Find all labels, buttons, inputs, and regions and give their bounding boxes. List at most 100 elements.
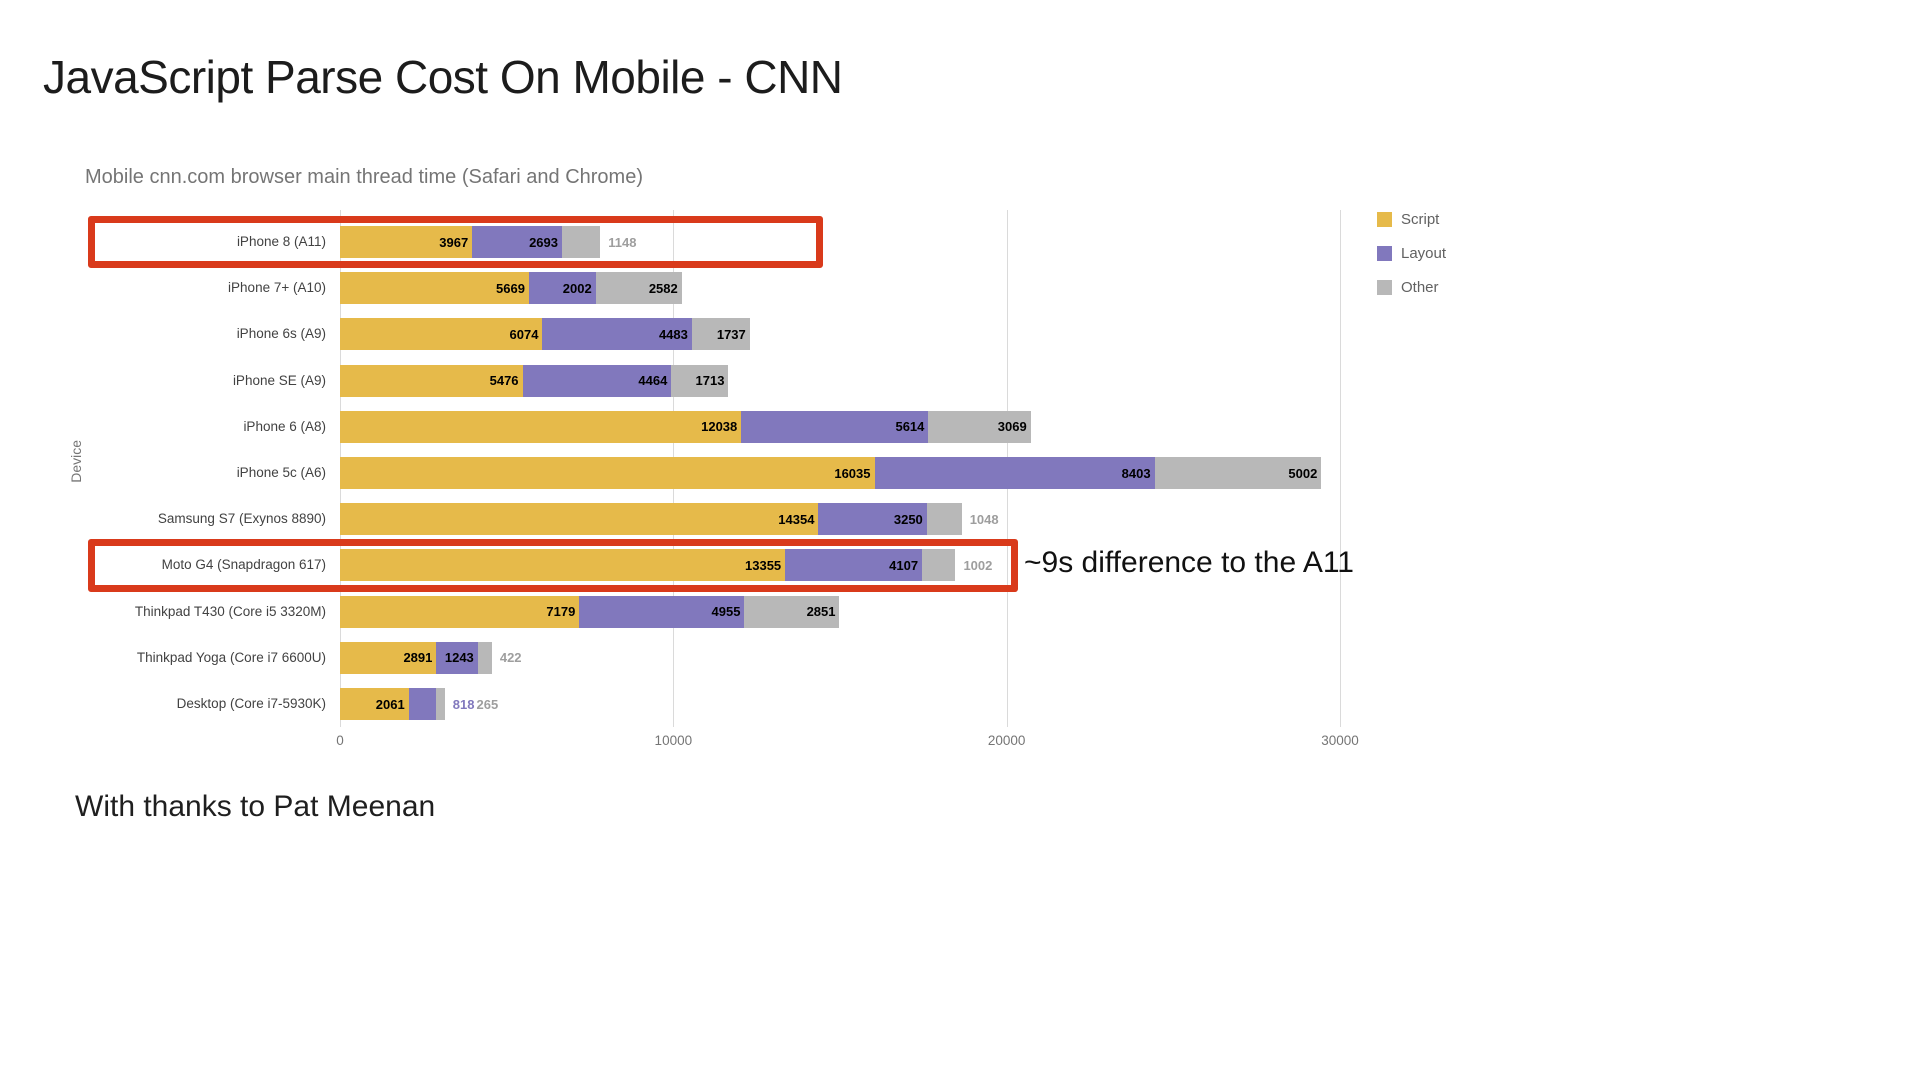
value-label: 3967 bbox=[439, 234, 469, 250]
bar-segment-script: 2061 bbox=[340, 688, 409, 721]
bar-segment-other bbox=[477, 641, 492, 674]
bar-segment-layout: 3250 bbox=[818, 503, 927, 536]
outside-value-labels: 818 265 bbox=[453, 697, 498, 712]
bar-row: 6074 4483 1737 bbox=[340, 311, 750, 357]
bar-segment-script: 6074 bbox=[340, 318, 543, 351]
bar-segment-script: 13355 bbox=[340, 549, 786, 582]
bar-segment-script: 5669 bbox=[340, 272, 529, 305]
value-label: 2002 bbox=[562, 280, 592, 296]
value-label: 3250 bbox=[893, 511, 923, 527]
value-label: 12038 bbox=[701, 419, 738, 435]
plot-area: 3967 2693 1148 5669 2002 2582 6074 4483 1737 5476… bbox=[340, 210, 1460, 727]
x-axis-ticks: 0 10000 20000 30000 bbox=[336, 733, 1460, 753]
bar-segment-other: 1737 bbox=[691, 318, 750, 351]
value-label-outside: 1002 bbox=[963, 557, 993, 573]
bar-segment-layout bbox=[408, 688, 436, 721]
gridline bbox=[1340, 210, 1341, 727]
bar-row: 5669 2002 2582 bbox=[340, 265, 682, 311]
value-label: 1737 bbox=[716, 326, 746, 342]
value-label: 8403 bbox=[1121, 465, 1151, 481]
bar-segment-layout: 4107 bbox=[785, 549, 923, 582]
bar-row: 14354 3250 1048 bbox=[340, 496, 999, 542]
value-label: 13355 bbox=[745, 557, 782, 573]
category-label: Moto G4 (Snapdragon 617) bbox=[161, 557, 326, 573]
category-label: iPhone 6 (A8) bbox=[243, 418, 326, 434]
bar-segment-layout: 1243 bbox=[436, 641, 478, 674]
value-label: 5002 bbox=[1288, 465, 1318, 481]
bar-segment-script: 14354 bbox=[340, 503, 819, 536]
legend-item-layout: Layout bbox=[1377, 245, 1446, 262]
legend: Script Layout Other bbox=[1377, 211, 1446, 313]
bar-segment-script: 12038 bbox=[340, 410, 742, 443]
value-label: 4483 bbox=[658, 326, 688, 342]
category-label: iPhone 5c (A6) bbox=[236, 465, 326, 480]
bar-row: 2061 818 265 bbox=[340, 681, 498, 727]
value-label: 4955 bbox=[711, 604, 741, 620]
bar-row: 7179 4955 2851 bbox=[340, 589, 840, 635]
category-label: iPhone 6s (A9) bbox=[236, 326, 326, 342]
legend-swatch-icon bbox=[1377, 212, 1392, 227]
value-label-outside: 1048 bbox=[969, 511, 999, 527]
category-label: iPhone 8 (A11) bbox=[236, 234, 326, 249]
value-label-outside: 265 bbox=[476, 696, 499, 712]
bar-row: 3967 2693 1148 bbox=[340, 219, 636, 265]
bar-segment-layout: 2002 bbox=[528, 272, 596, 305]
legend-label: Layout bbox=[1401, 245, 1447, 262]
value-label: 5669 bbox=[496, 280, 525, 296]
bar-segment-layout: 2693 bbox=[472, 226, 562, 259]
bar-segment-layout: 5614 bbox=[741, 410, 929, 443]
bar-segment-other: 1713 bbox=[671, 364, 729, 397]
bar-segment-other: 2582 bbox=[595, 272, 682, 305]
x-tick-label: 30000 bbox=[1321, 733, 1359, 748]
page-title: JavaScript Parse Cost On Mobile - CNN bbox=[43, 51, 843, 103]
bar-row: 12038 5614 3069 bbox=[340, 404, 1031, 450]
bar-segment-script: 3967 bbox=[340, 226, 473, 259]
outside-value-labels: 1148 bbox=[608, 235, 636, 250]
value-label: 6074 bbox=[509, 326, 539, 342]
outside-value-labels: 422 bbox=[500, 650, 522, 665]
x-tick-label: 10000 bbox=[654, 733, 693, 748]
category-label: Thinkpad T430 (Core i5 3320M) bbox=[134, 603, 326, 619]
value-label: 5476 bbox=[489, 373, 519, 389]
legend-label: Script bbox=[1401, 211, 1440, 228]
x-tick-label: 20000 bbox=[987, 733, 1026, 748]
bar-segment-script: 16035 bbox=[340, 457, 875, 490]
category-label: Desktop (Core i7-5930K) bbox=[176, 696, 326, 711]
bar-row: 16035 8403 5002 bbox=[340, 450, 1322, 496]
credit-text: With thanks to Pat Meenan bbox=[75, 790, 436, 823]
bar-segment-script: 2891 bbox=[340, 641, 437, 674]
legend-item-script: Script bbox=[1377, 211, 1446, 228]
legend-swatch-icon bbox=[1377, 280, 1392, 295]
value-label: 5614 bbox=[895, 419, 925, 435]
bar-segment-other bbox=[561, 226, 601, 259]
value-label-outside: 818 bbox=[452, 696, 475, 712]
bar-segment-layout: 4464 bbox=[522, 364, 672, 397]
value-label-outside: 1148 bbox=[608, 234, 637, 250]
value-label: 2891 bbox=[403, 650, 433, 666]
value-label-outside: 422 bbox=[499, 650, 522, 666]
outside-value-labels: 1048 bbox=[970, 512, 999, 527]
bar-segment-layout: 4483 bbox=[542, 318, 692, 351]
value-label: 2061 bbox=[375, 696, 405, 712]
bar-segment-other: 3069 bbox=[928, 410, 1031, 443]
value-label: 4464 bbox=[638, 373, 668, 389]
bar-segment-layout: 4955 bbox=[579, 595, 745, 628]
outside-value-labels: 1002 bbox=[963, 558, 992, 573]
value-label: 14354 bbox=[778, 511, 815, 527]
category-label: iPhone 7+ (A10) bbox=[228, 280, 326, 296]
bar-segment-script: 7179 bbox=[340, 595, 580, 628]
value-label: 2693 bbox=[529, 234, 558, 250]
category-label: Thinkpad Yoga (Core i7 6600U) bbox=[136, 649, 326, 665]
value-label: 1243 bbox=[444, 650, 474, 666]
legend-label: Other bbox=[1401, 279, 1439, 296]
value-label: 7179 bbox=[546, 604, 576, 620]
legend-swatch-icon bbox=[1377, 246, 1392, 261]
bar-row: 5476 4464 1713 bbox=[340, 358, 729, 404]
category-label: iPhone SE (A9) bbox=[232, 372, 326, 388]
x-tick-label: 0 bbox=[336, 733, 344, 748]
value-label: 4107 bbox=[889, 557, 919, 573]
chart-subtitle: Mobile cnn.com browser main thread time … bbox=[85, 166, 643, 188]
value-label: 16035 bbox=[834, 465, 871, 481]
value-label: 2851 bbox=[806, 604, 836, 620]
